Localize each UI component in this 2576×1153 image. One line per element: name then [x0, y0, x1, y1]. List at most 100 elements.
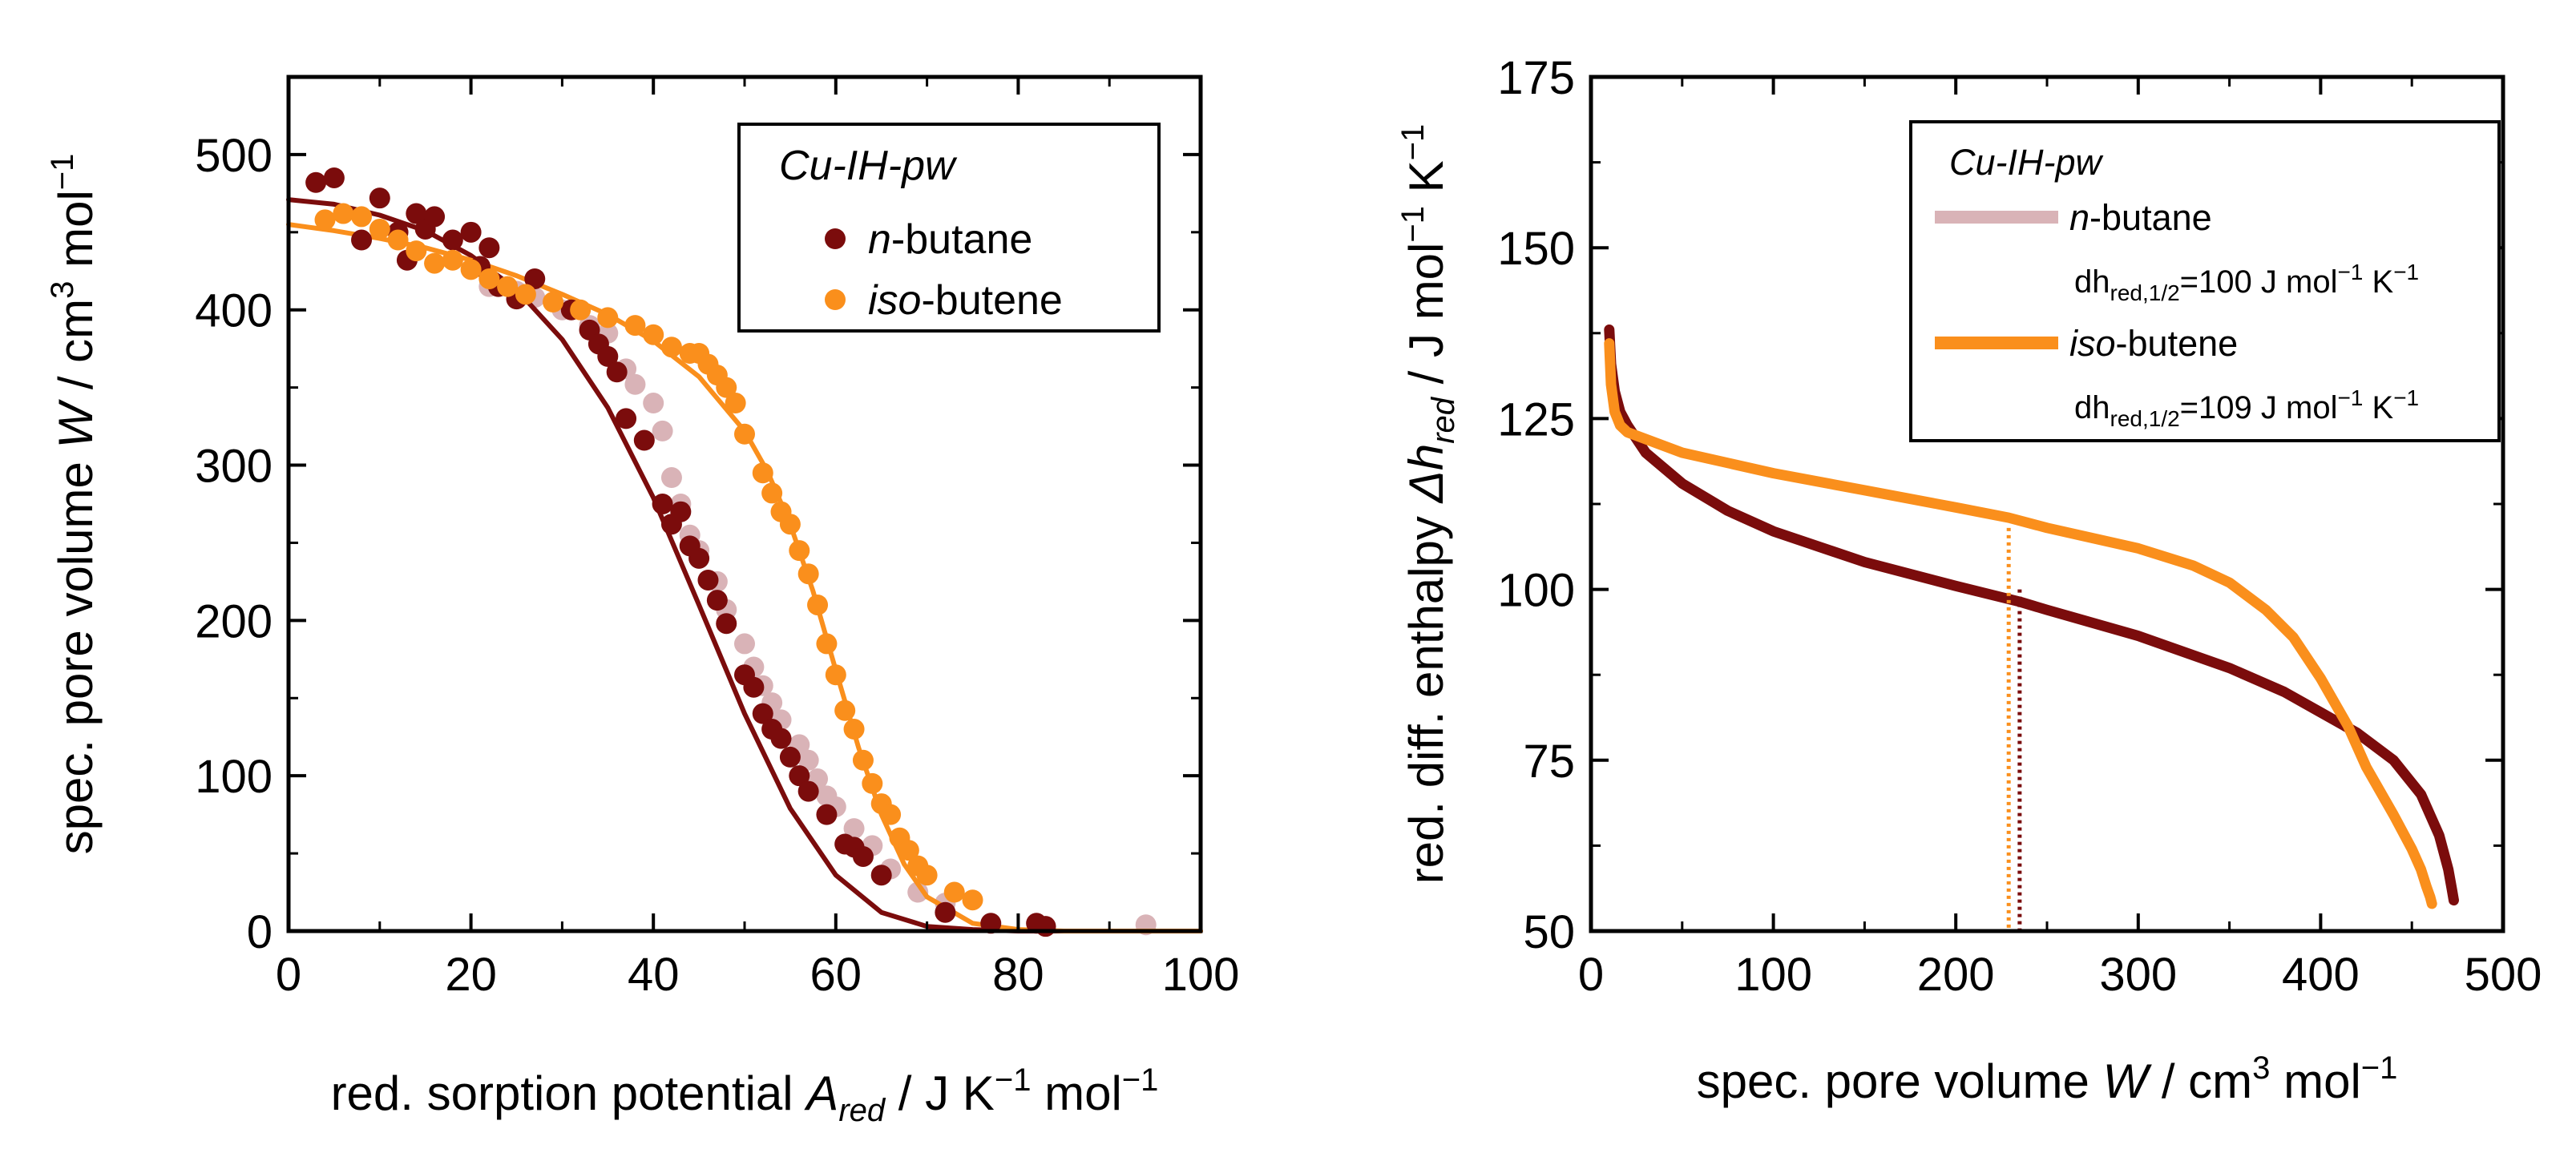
- series-line-iso-butene: [1604, 338, 2437, 909]
- legend-marker-iso-butene: [825, 289, 846, 310]
- x-tick-label: 100: [1162, 949, 1240, 1001]
- x-tick-label: 200: [1917, 949, 1995, 1001]
- data-point-n-butane: [852, 845, 874, 867]
- legend-box: [1909, 120, 2501, 442]
- data-point-iso-butene: [789, 540, 810, 562]
- data-point-n-butane: [716, 613, 737, 635]
- data-point-n-butane: [1035, 916, 1056, 937]
- legend-label-n-butane: n-butane: [868, 216, 1032, 263]
- data-point-n-butane: [870, 865, 892, 886]
- legend-value-iso-butene: dhred,1/2=109 J mol−1 K−1: [2074, 385, 2419, 431]
- legend-label-iso-butene: iso-butene: [868, 277, 1063, 324]
- chart-left-data-layer: [286, 167, 1203, 937]
- data-point-n-butane: [688, 547, 710, 569]
- data-point-n-butane: [706, 590, 728, 611]
- data-point-iso-butene: [779, 514, 801, 535]
- data-point-iso-butene: [852, 749, 874, 771]
- data-point-iso-butene: [843, 719, 865, 740]
- y-tick-label: 125: [1497, 393, 1575, 445]
- x-tick-label: 60: [810, 949, 862, 1001]
- data-point-iso-butene: [497, 276, 519, 297]
- data-point-iso-butene: [797, 563, 819, 585]
- data-point-iso-butene: [387, 229, 409, 251]
- data-point-iso-butene: [597, 307, 619, 329]
- x-tick-label: 0: [1578, 949, 1604, 1001]
- data-point-iso-butene: [734, 423, 755, 445]
- data-point-iso-butene: [442, 249, 463, 271]
- data-point-iso-butene: [460, 259, 482, 280]
- data-point-iso-butene: [816, 633, 838, 655]
- data-point-iso-butene: [406, 240, 427, 262]
- data-point-iso-butene: [880, 804, 902, 825]
- data-point-iso-butene: [825, 664, 846, 686]
- data-point-n-butane: [670, 501, 692, 522]
- chart-left-legend: Cu-IH-pw n-butane iso-butene: [737, 123, 1161, 333]
- y-tick-label: 500: [195, 130, 273, 182]
- y-tick-label: 0: [247, 906, 273, 958]
- data-point-iso-butene: [515, 284, 536, 305]
- data-point-n-butane: [442, 229, 463, 251]
- data-point-n-butane: [797, 780, 819, 802]
- data-point-iso-butene: [424, 252, 446, 274]
- chart-right-xlabel: spec. pore volume W / cm3 mol−1: [1697, 1050, 2398, 1108]
- data-point-iso-butene: [351, 206, 373, 228]
- data-point-n-butane-reference: [734, 633, 755, 655]
- data-point-n-butane: [478, 237, 500, 259]
- y-tick-label: 200: [195, 595, 273, 647]
- data-point-n-butane: [597, 345, 619, 367]
- data-point-iso-butene: [660, 337, 682, 358]
- data-point-n-butane-reference: [643, 393, 664, 414]
- data-point-n-butane: [524, 268, 546, 289]
- x-tick-label: 40: [628, 949, 680, 1001]
- y-tick-label: 175: [1497, 52, 1575, 104]
- y-tick-label: 100: [1497, 565, 1575, 617]
- x-tick-label: 0: [276, 949, 301, 1001]
- legend-value-n-butane: dhred,1/2=100 J mol−1 K−1: [2074, 260, 2419, 305]
- x-tick-label: 500: [2465, 949, 2542, 1001]
- x-tick-label: 300: [2099, 949, 2177, 1001]
- data-point-iso-butene: [314, 209, 336, 231]
- data-point-n-butane: [779, 746, 801, 768]
- data-point-n-butane: [743, 676, 765, 698]
- legend-marker-n-butane: [825, 228, 846, 249]
- chart-right: 0 100 200 300 400 500 50 75 100 125 150 175 Cu-IH-p…: [1395, 52, 2542, 1108]
- data-point-n-butane-reference: [843, 818, 865, 840]
- data-point-iso-butene: [725, 393, 746, 414]
- data-point-n-butane-reference: [660, 467, 682, 489]
- chart-right-ylabel: red. diff. enthalpy Δhred / J mol−1 K−1: [1395, 124, 1461, 885]
- y-tick-label: 75: [1523, 736, 1575, 788]
- y-tick-label: 100: [195, 751, 273, 803]
- chart-right-ticks: 0 100 200 300 400 500 50 75 100 125 150 175: [1497, 52, 2542, 1001]
- legend-title: Cu-IH-pw: [779, 143, 958, 189]
- chart-left-xlabel: red. sorption potential Ared / J K−1 mol…: [331, 1062, 1159, 1128]
- data-point-n-butane: [789, 765, 810, 787]
- data-point-iso-butene: [807, 594, 829, 615]
- data-point-iso-butene: [543, 292, 564, 313]
- data-point-n-butane: [980, 913, 1002, 934]
- data-point-iso-butene: [716, 377, 737, 398]
- chart-right-data-layer: [1604, 325, 2459, 931]
- data-point-n-butane-reference: [624, 373, 646, 395]
- data-point-iso-butene: [624, 315, 646, 337]
- data-point-n-butane: [424, 206, 446, 228]
- data-point-n-butane: [752, 703, 773, 724]
- chart-right-legend: Cu-IH-pw n-butane dhred,1/2=100 J mol−1 …: [1909, 120, 2501, 442]
- data-point-n-butane: [351, 229, 373, 251]
- data-point-n-butane-reference: [797, 749, 819, 771]
- data-point-n-butane: [606, 361, 628, 383]
- chart-left-ticks: 0 20 40 60 80 100 0 100 200 300 400 500: [195, 77, 1239, 1001]
- x-tick-label: 80: [992, 949, 1044, 1001]
- y-tick-label: 400: [195, 285, 273, 337]
- legend-title: Cu-IH-pw: [1949, 142, 2104, 183]
- data-point-iso-butene: [916, 865, 938, 886]
- data-point-n-butane: [460, 221, 482, 243]
- legend-label-n-butane: n-butane: [2069, 197, 2212, 238]
- data-point-iso-butene: [943, 881, 965, 903]
- data-point-iso-butene: [898, 840, 919, 861]
- data-point-n-butane: [369, 187, 390, 209]
- data-point-n-butane-reference: [652, 420, 673, 441]
- legend-label-iso-butene: iso-butene: [2069, 323, 2238, 364]
- data-point-n-butane: [816, 804, 838, 825]
- data-point-n-butane-reference: [907, 881, 929, 903]
- chart-left: 0 20 40 60 80 100 0 100 200 300 400 500 Cu-IH-pw n-…: [45, 75, 1239, 1128]
